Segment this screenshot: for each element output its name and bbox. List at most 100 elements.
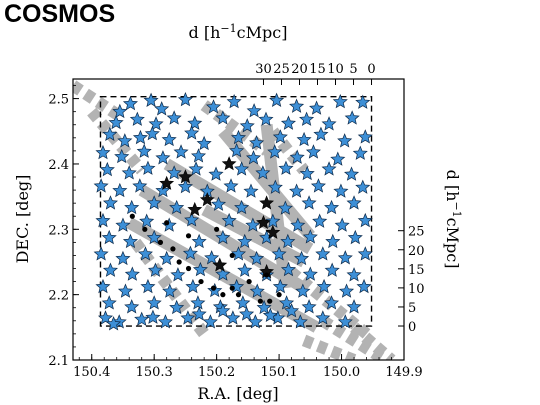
blue-star-point — [106, 316, 122, 331]
points-layer — [93, 92, 373, 331]
blue-star-point — [154, 101, 170, 116]
blue-star-point — [324, 295, 340, 310]
blue-star-point — [196, 135, 212, 151]
blue-star-point — [132, 178, 148, 193]
blue-star-point — [315, 246, 331, 261]
blue-star-point — [339, 283, 355, 298]
blue-star-point — [117, 283, 133, 298]
blue-star-point — [299, 111, 315, 126]
blue-star-point — [305, 144, 321, 159]
blue-star-point — [166, 165, 182, 180]
blue-star-point — [115, 217, 131, 232]
blue-star-point — [235, 295, 251, 310]
blue-star-point — [161, 131, 177, 147]
plot-frame — [72, 78, 405, 361]
black-dot-point — [176, 259, 182, 265]
blue-star-point — [101, 229, 117, 245]
blue-star-point — [101, 295, 117, 310]
blue-star-point — [269, 92, 285, 107]
blue-star-point — [97, 310, 113, 325]
blue-star-point — [157, 314, 173, 329]
blue-star-point — [169, 299, 185, 315]
blue-star-point — [117, 133, 133, 148]
blue-star-point — [190, 295, 206, 310]
black-dot-point — [157, 239, 164, 245]
blue-star-point — [280, 115, 296, 130]
survey-box — [99, 95, 373, 327]
x-tick-label: 150.2 — [198, 365, 235, 380]
blue-star-point — [93, 246, 109, 261]
black-dot-point — [129, 213, 135, 219]
blue-star-point — [177, 178, 193, 194]
filament-band — [350, 322, 396, 360]
blue-star-point — [357, 246, 373, 261]
blue-star-point — [301, 299, 317, 314]
blue-star-point — [243, 183, 259, 198]
black-star-point — [159, 175, 175, 190]
blue-star-point — [191, 148, 207, 163]
blue-star-point — [140, 160, 156, 175]
blue-star-point — [205, 99, 222, 114]
blue-star-point — [208, 166, 224, 181]
blue-star-point — [145, 309, 161, 324]
blue-star-point — [357, 129, 373, 144]
blue-star-point — [102, 195, 118, 210]
blue-star-point — [177, 92, 193, 107]
blue-star-point — [226, 93, 242, 109]
blue-star-point — [147, 262, 163, 277]
blue-star-point — [161, 217, 177, 232]
black-star-point — [199, 192, 215, 207]
blue-star-point — [93, 178, 109, 193]
blue-star-point — [215, 266, 231, 281]
black-star-point — [187, 201, 203, 216]
blue-star-point — [272, 129, 288, 144]
blue-star-point — [108, 114, 124, 130]
blue-star-point — [121, 165, 137, 180]
top-tick-label: 15 — [309, 62, 326, 77]
black-dot-point — [185, 265, 192, 272]
blue-star-point — [155, 150, 171, 165]
blue-star-point — [355, 94, 371, 109]
blue-star-point — [114, 148, 130, 164]
blue-star-point — [137, 246, 153, 261]
y-tick-label: 2.2 — [48, 289, 69, 304]
blue-star-point — [267, 144, 283, 159]
blue-star-point — [313, 126, 329, 141]
blue-star-point — [309, 100, 325, 115]
blue-star-point — [289, 183, 305, 198]
y-tick-label: 2.4 — [48, 158, 69, 173]
black-dot-point — [210, 285, 217, 291]
blue-star-point — [346, 267, 362, 282]
blue-star-point — [188, 161, 204, 176]
blue-star-point — [122, 233, 138, 249]
blue-star-point — [102, 126, 118, 141]
blue-star-point — [185, 278, 201, 294]
blue-star-point — [234, 161, 250, 176]
top-tick-label: 25 — [273, 62, 290, 77]
blue-star-point — [237, 262, 253, 277]
black-dot-point — [229, 285, 235, 291]
blue-star-point — [230, 246, 247, 261]
blue-star-point — [301, 195, 317, 210]
blue-star-point — [265, 213, 281, 228]
black-dot-point — [229, 252, 235, 259]
blue-star-point — [192, 261, 208, 277]
black-dot-point — [185, 233, 192, 239]
x-axis-label: R.A. [deg] — [197, 384, 278, 403]
blue-star-point — [139, 213, 155, 228]
blue-star-point — [277, 200, 293, 215]
blue-star-point — [124, 199, 140, 215]
blue-star-point — [124, 266, 140, 281]
blue-star-point — [230, 129, 247, 145]
blue-star-point — [132, 129, 148, 145]
x-tick-label: 150.1 — [260, 365, 297, 380]
blue-star-point — [148, 116, 164, 131]
y-tick-label: 2.3 — [48, 223, 69, 238]
blue-star-point — [95, 144, 111, 160]
blue-star-point — [215, 303, 231, 318]
black-dot-point — [164, 220, 170, 226]
filament-band — [275, 257, 371, 339]
blue-star-point — [289, 149, 305, 164]
blue-star-point — [292, 314, 308, 329]
